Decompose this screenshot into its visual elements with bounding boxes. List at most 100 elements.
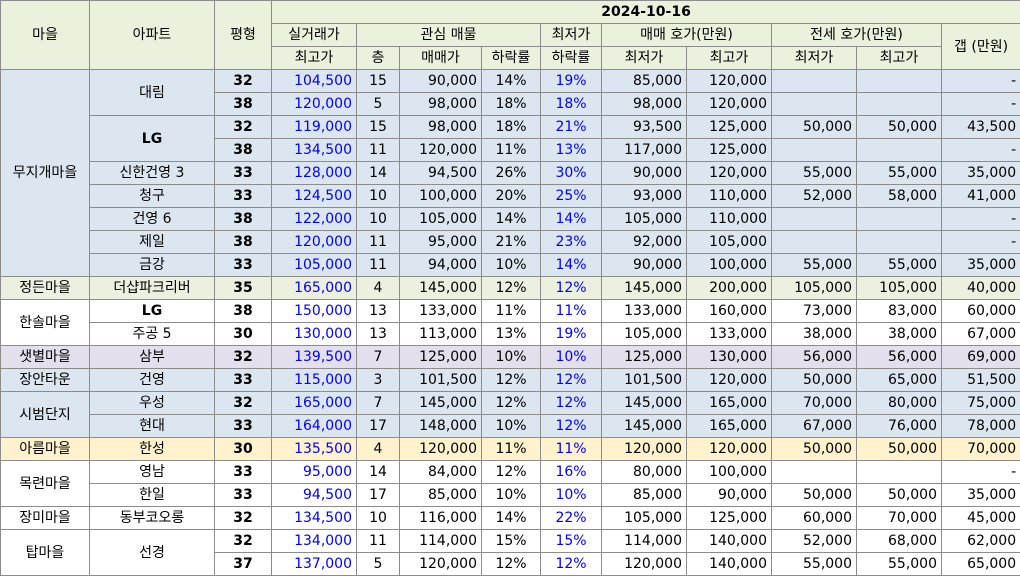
jeonse-max-cell: 70,000 [856, 506, 942, 530]
drop-rate-cell: 12% [481, 460, 541, 484]
top-price-cell: 105,000 [271, 253, 357, 277]
top-price-cell: 130,000 [271, 322, 357, 346]
sale-max-cell: 100,000 [686, 460, 772, 484]
header-sale-ask: 매매 호가(만원) [601, 23, 772, 47]
gap-cell: 45,000 [940, 506, 1020, 530]
sale-min-cell: 90,000 [601, 253, 687, 277]
sale-price-cell: 95,000 [399, 230, 482, 254]
top-price-cell: 128,000 [271, 161, 357, 185]
gap-cell: 62,000 [940, 529, 1020, 553]
jeonse-max-cell: 55,000 [856, 552, 942, 576]
gap-cell: - [940, 138, 1020, 162]
drop-rate-cell: 14% [481, 69, 541, 93]
sale-max-cell: 130,000 [686, 345, 772, 369]
drop-rate-cell: 15% [481, 529, 541, 553]
sale-min-cell: 117,000 [601, 138, 687, 162]
lowest-drop-cell: 12% [540, 391, 602, 415]
jeonse-min-cell [771, 92, 857, 116]
lowest-drop-cell: 19% [540, 322, 602, 346]
size-cell: 32 [214, 69, 272, 93]
drop-rate-cell: 12% [481, 368, 541, 392]
jeonse-max-cell: 55,000 [856, 253, 942, 277]
jeonse-max-cell: 56,000 [856, 345, 942, 369]
gap-cell: 40,000 [940, 276, 1020, 300]
drop-rate-cell: 11% [481, 437, 541, 461]
jeonse-min-cell: 73,000 [771, 299, 857, 323]
jeonse-max-cell [856, 138, 942, 162]
size-cell: 32 [214, 345, 272, 369]
sale-min-cell: 80,000 [601, 460, 687, 484]
lowest-drop-cell: 10% [540, 345, 602, 369]
jeonse-min-cell [771, 230, 857, 254]
floor-cell: 14 [356, 161, 400, 185]
jeonse-min-cell: 55,000 [771, 253, 857, 277]
size-cell: 37 [214, 552, 272, 576]
drop-rate-cell: 26% [481, 161, 541, 185]
sale-max-cell: 140,000 [686, 552, 772, 576]
sale-max-cell: 110,000 [686, 207, 772, 231]
size-cell: 38 [214, 207, 272, 231]
jeonse-min-cell: 55,000 [771, 552, 857, 576]
sale-max-cell: 165,000 [686, 391, 772, 415]
jeonse-min-cell: 52,000 [771, 529, 857, 553]
header-gap: 갭 (만원) [940, 23, 1020, 70]
header-jeonse-max: 최고가 [856, 46, 942, 70]
lowest-drop-cell: 12% [540, 552, 602, 576]
drop-rate-cell: 18% [481, 92, 541, 116]
drop-rate-cell: 13% [481, 322, 541, 346]
top-price-cell: 134,500 [271, 506, 357, 530]
gap-cell: 43,500 [940, 115, 1020, 139]
apartment-cell: 선경 [89, 529, 215, 576]
lowest-drop-cell: 11% [540, 437, 602, 461]
village-cell: 탑마을 [0, 529, 90, 576]
top-price-cell: 164,000 [271, 414, 357, 438]
sale-price-cell: 94,000 [399, 253, 482, 277]
sale-max-cell: 105,000 [686, 230, 772, 254]
drop-rate-cell: 14% [481, 506, 541, 530]
sale-max-cell: 90,000 [686, 483, 772, 507]
table-row: 37 137,000 5 120,000 12% 12% 120,000 140… [1, 552, 1020, 576]
table-row: 정든마을 더샵파크리버 35 165,000 4 145,000 12% 12%… [0, 276, 1020, 300]
top-price-cell: 119,000 [271, 115, 357, 139]
apartment-cell: 영남 [89, 460, 215, 484]
table-row: 탑마을 선경 32 134,000 11 114,000 15% 15% 114… [0, 529, 1020, 576]
floor-cell: 5 [356, 92, 400, 116]
jeonse-min-cell: 50,000 [771, 437, 857, 461]
sale-price-cell: 116,000 [399, 506, 482, 530]
drop-rate-cell: 18% [481, 115, 541, 139]
size-cell: 33 [214, 414, 272, 438]
gap-cell: - [940, 92, 1020, 116]
sale-price-cell: 105,000 [399, 207, 482, 231]
top-price-cell: 120,000 [271, 92, 357, 116]
gap-cell: 60,000 [940, 299, 1020, 323]
drop-rate-cell: 14% [481, 207, 541, 231]
sale-min-cell: 101,500 [601, 368, 687, 392]
sale-max-cell: 133,000 [686, 322, 772, 346]
top-price-cell: 115,000 [271, 368, 357, 392]
drop-rate-cell: 10% [481, 345, 541, 369]
sale-max-cell: 125,000 [686, 506, 772, 530]
sale-max-cell: 100,000 [686, 253, 772, 277]
sale-price-cell: 101,500 [399, 368, 482, 392]
jeonse-min-cell [771, 69, 857, 93]
top-price-cell: 165,000 [271, 391, 357, 415]
jeonse-min-cell: 67,000 [771, 414, 857, 438]
village-cell: 시범단지 [0, 391, 90, 438]
header-pyeong: 평형 [214, 0, 272, 70]
gap-cell: 70,000 [940, 437, 1020, 461]
top-price-cell: 135,500 [271, 437, 357, 461]
apartment-cell: 금강 [89, 253, 215, 277]
lowest-drop-cell: 19% [540, 69, 602, 93]
sale-min-cell: 105,000 [601, 506, 687, 530]
header-top-price: 최고가 [271, 46, 357, 70]
gap-cell: 41,000 [940, 184, 1020, 208]
village-cell: 샛별마을 [0, 345, 90, 369]
lowest-drop-cell: 12% [540, 414, 602, 438]
sale-min-cell: 145,000 [601, 414, 687, 438]
lowest-drop-cell: 14% [540, 253, 602, 277]
size-cell: 33 [214, 483, 272, 507]
jeonse-min-cell: 52,000 [771, 184, 857, 208]
lowest-drop-cell: 12% [540, 368, 602, 392]
apartment-cell: 우성 [89, 391, 215, 415]
